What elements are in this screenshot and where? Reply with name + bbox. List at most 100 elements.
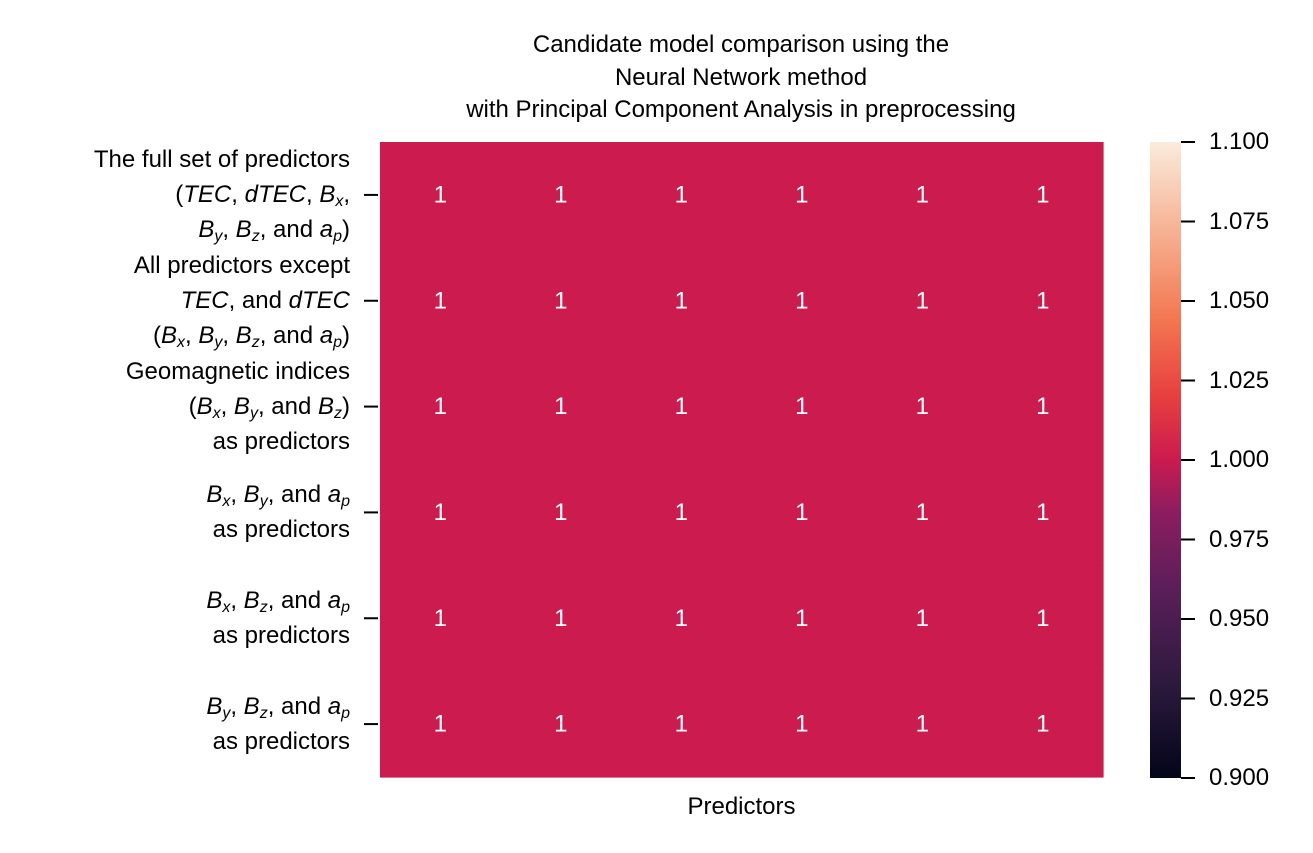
heatmap-cell [741, 247, 863, 355]
heatmap-cell [982, 142, 1104, 249]
cell-value-label: 1 [675, 181, 688, 208]
row-label-line: By, Bz, and ap [206, 693, 350, 723]
cell-value-label: 1 [434, 181, 447, 208]
row-label-line: (Bx, By, and Bz) [188, 393, 350, 423]
heatmap-cell [500, 671, 622, 778]
heatmap-cell [741, 353, 863, 461]
row-label-line: as predictors [212, 516, 350, 544]
heatmap-cell [862, 247, 984, 355]
cell-value-label: 1 [916, 605, 929, 632]
row-label-line: as predictors [212, 622, 350, 650]
row-label-line: as predictors [212, 428, 350, 456]
colorbar-tick-label: 1.050 [1209, 287, 1270, 314]
cell-value-label: 1 [675, 287, 688, 314]
heatmap-cell [380, 353, 502, 461]
heatmap-cell [741, 459, 863, 566]
heatmap-cell [380, 247, 502, 355]
cell-value-label: 1 [1036, 605, 1049, 632]
cell-value-label: 1 [554, 711, 567, 738]
cell-value-label: 1 [916, 711, 929, 738]
cell-value-label: 1 [916, 499, 929, 526]
chart-title-line: Candidate model comparison using the [532, 31, 950, 58]
heatmap-cell [621, 142, 743, 249]
cell-value-label: 1 [675, 711, 688, 738]
heatmap-cell [500, 459, 622, 566]
cell-value-label: 1 [554, 181, 567, 208]
row-label-line: Bx, By, and ap [206, 481, 350, 511]
cell-value-label: 1 [795, 499, 808, 526]
heatmap-cell [380, 671, 502, 778]
cell-value-label: 1 [1036, 393, 1049, 420]
chart-title-line: with Principal Component Analysis in pre… [466, 96, 1016, 123]
cell-value-label: 1 [795, 181, 808, 208]
chart-title-line: Neural Network method [614, 64, 868, 91]
heatmap-cell [741, 565, 863, 672]
cell-value-label: 1 [1036, 287, 1049, 314]
heatmap-cell [621, 247, 743, 355]
colorbar-tick-label: 1.075 [1209, 207, 1270, 235]
colorbar-tick-label: 1.025 [1209, 366, 1270, 394]
row-label-line: Geomagnetic indices [125, 358, 350, 386]
heatmap-cell [500, 353, 622, 461]
heatmap-cell [982, 565, 1104, 672]
colorbar-tick-label: 1.000 [1209, 446, 1270, 473]
heatmap-cell [380, 565, 502, 672]
heatmap-cell [862, 353, 984, 461]
heatmap-cell [862, 671, 984, 778]
heatmap-cell [741, 671, 863, 778]
heatmap-cell [621, 565, 743, 672]
colorbar [1150, 142, 1181, 778]
row-label-line: as predictors [212, 728, 350, 756]
cell-value-label: 1 [916, 287, 929, 314]
heatmap-cell [982, 459, 1104, 566]
colorbar-tick-label: 0.975 [1209, 525, 1270, 553]
colorbar-tick-label: 1.100 [1209, 128, 1270, 155]
cell-value-label: 1 [675, 499, 688, 526]
cell-value-label: 1 [554, 499, 567, 526]
row-label-line: TEC, and dTEC [180, 287, 350, 315]
cell-value-label: 1 [434, 287, 447, 314]
row-label-line: By, Bz, and ap) [198, 216, 350, 246]
x-axis-label: Predictors [687, 793, 796, 820]
cell-value-label: 1 [554, 393, 567, 420]
heatmap-cell [500, 247, 622, 355]
cell-value-label: 1 [916, 393, 929, 420]
cell-value-label: 1 [795, 393, 808, 420]
cell-value-label: 1 [795, 711, 808, 738]
colorbar-tick-label: 0.925 [1209, 684, 1270, 712]
heatmap-cell [621, 353, 743, 461]
heatmap-cell [741, 142, 863, 249]
heatmap-cell [862, 459, 984, 566]
heatmap-cell [621, 671, 743, 778]
heatmap-cell [982, 247, 1104, 355]
cell-value-label: 1 [434, 393, 447, 420]
cell-value-label: 1 [434, 605, 447, 632]
cell-value-label: 1 [554, 287, 567, 314]
heatmap-cell [982, 671, 1104, 778]
heatmap-cell [380, 459, 502, 566]
colorbar-tick-label: 0.900 [1209, 764, 1270, 791]
row-label-line: (TEC, dTEC, Bx, [175, 181, 350, 211]
cell-value-label: 1 [675, 393, 688, 420]
colorbar-tick-label: 0.950 [1209, 605, 1270, 632]
cell-value-label: 1 [1036, 711, 1049, 738]
heatmap-cell [862, 565, 984, 672]
cell-value-label: 1 [916, 181, 929, 208]
heatmap-cell [982, 353, 1104, 461]
cell-value-label: 1 [434, 711, 447, 738]
heatmap-cell [380, 142, 502, 249]
heatmap-cell [862, 142, 984, 249]
cell-value-label: 1 [554, 605, 567, 632]
row-label-line: All predictors except [133, 252, 350, 280]
cell-value-label: 1 [795, 605, 808, 632]
cell-value-label: 1 [1036, 181, 1049, 208]
cell-value-label: 1 [795, 287, 808, 314]
cell-value-label: 1 [434, 499, 447, 526]
cell-value-label: 1 [1036, 499, 1049, 526]
row-label-line: The full set of predictors [93, 146, 350, 174]
heatmap-cell [500, 142, 622, 249]
heatmap-cell [500, 565, 622, 672]
heatmap-cell [621, 459, 743, 566]
cell-value-label: 1 [675, 605, 688, 632]
